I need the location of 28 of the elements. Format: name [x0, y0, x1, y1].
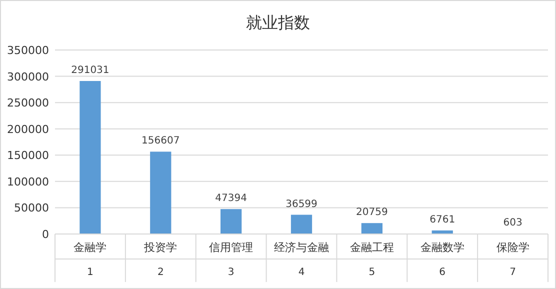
x-tick-label: 金融数学 6	[420, 241, 464, 278]
bar	[150, 152, 172, 234]
y-tick-label: 100000	[7, 175, 49, 188]
data-label: 156607	[142, 136, 180, 147]
data-label: 6761	[430, 214, 456, 226]
data-label: 291031	[71, 65, 110, 76]
data-label: 603	[503, 218, 522, 229]
y-tick-label: 200000	[7, 122, 49, 136]
data-label: 36599	[286, 198, 318, 210]
x-tick-label: 经济与金融 4	[274, 241, 329, 278]
bar	[220, 209, 242, 234]
y-tick-label: 150000	[7, 149, 49, 162]
y-tick-label: 50000	[14, 202, 49, 215]
x-tick-label: 保险学 7	[496, 241, 530, 278]
y-tick-label: 350000	[7, 44, 49, 57]
x-tick-label: 信用管理 3	[209, 241, 254, 278]
x-tick-label: 金融学 1	[74, 241, 107, 278]
y-tick-label: 300000	[7, 70, 49, 84]
y-tick-label: 250000	[7, 96, 49, 110]
x-tick-label: 金融工程 5	[350, 241, 394, 278]
data-label: 47394	[215, 193, 247, 204]
bar	[361, 223, 382, 234]
data-label: 20759	[356, 207, 388, 218]
bar	[290, 214, 312, 234]
bar	[80, 81, 101, 234]
x-tick-label: 投资学 2	[143, 241, 178, 278]
chart-title: 就业指数	[246, 13, 310, 32]
y-tick-label: 0	[42, 228, 49, 241]
